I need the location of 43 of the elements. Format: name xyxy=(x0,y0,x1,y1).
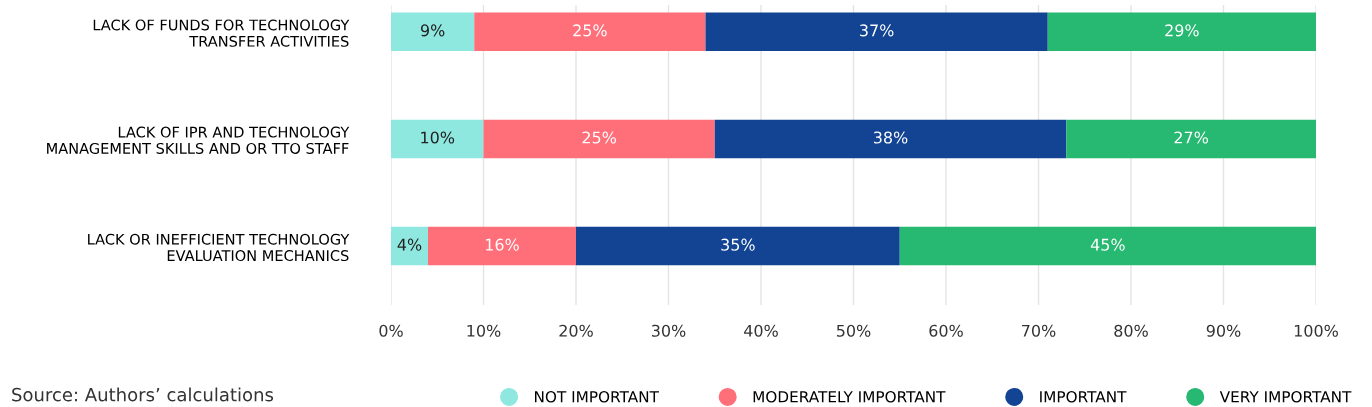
x-tick-label: 70% xyxy=(1022,324,1056,337)
data-label: 25% xyxy=(582,131,616,144)
legend-label: MODERATELY IMPORTANT xyxy=(753,390,946,403)
bar xyxy=(391,226,428,266)
x-tick-label: 40% xyxy=(744,324,778,337)
data-label: 27% xyxy=(1174,131,1208,144)
x-tick-label: 50% xyxy=(836,324,871,337)
bar xyxy=(391,119,484,159)
data-label: 29% xyxy=(1165,24,1199,37)
data-label: 38% xyxy=(873,131,908,144)
y-tick-label: LACK OF IPR AND TECHNOLOGY MANAGEMENT SKILLS AND OR TTO STAFF xyxy=(47,126,350,154)
source-note: Source: Authors’ calculations xyxy=(12,387,274,402)
data-label: 35% xyxy=(721,238,755,251)
bar xyxy=(576,226,900,266)
data-label: 16% xyxy=(486,238,519,251)
x-tick-label: 0% xyxy=(379,324,403,337)
data-label: 9% xyxy=(420,24,445,37)
x-tick-label: 90% xyxy=(1206,324,1241,337)
x-tick-label: 30% xyxy=(651,324,686,337)
data-label: 4% xyxy=(397,238,422,251)
x-tick-label: 20% xyxy=(559,324,593,337)
x-tick-label: 10% xyxy=(467,324,501,337)
bar xyxy=(714,119,1067,159)
data-label: 37% xyxy=(860,24,894,37)
x-tick-label: 100% xyxy=(1294,324,1338,337)
data-label: 45% xyxy=(1090,238,1125,251)
bar xyxy=(483,119,715,159)
legend-label: IMPORTANT xyxy=(1040,390,1127,403)
x-tick-label: 60% xyxy=(929,324,963,337)
bar xyxy=(1066,119,1316,159)
legend-label: VERY IMPORTANT xyxy=(1219,390,1352,403)
bar xyxy=(899,226,1316,266)
bar xyxy=(705,12,1048,52)
y-tick-label: LACK OR INEFFICIENT TECHNOLOGY EVALUATION MECHANICS xyxy=(88,233,350,262)
bar xyxy=(1047,12,1316,52)
data-label: 25% xyxy=(573,24,607,37)
y-tick-label: LACK OF FUNDS FOR TECHNOLOGY TRANSFER ACTIVITIES xyxy=(93,19,350,47)
bar xyxy=(428,226,576,266)
bar xyxy=(474,12,706,52)
legend-label: NOT IMPORTANT xyxy=(534,390,659,403)
x-tick-label: 80% xyxy=(1114,324,1148,337)
data-label: 10% xyxy=(421,131,455,144)
bar xyxy=(391,12,475,52)
